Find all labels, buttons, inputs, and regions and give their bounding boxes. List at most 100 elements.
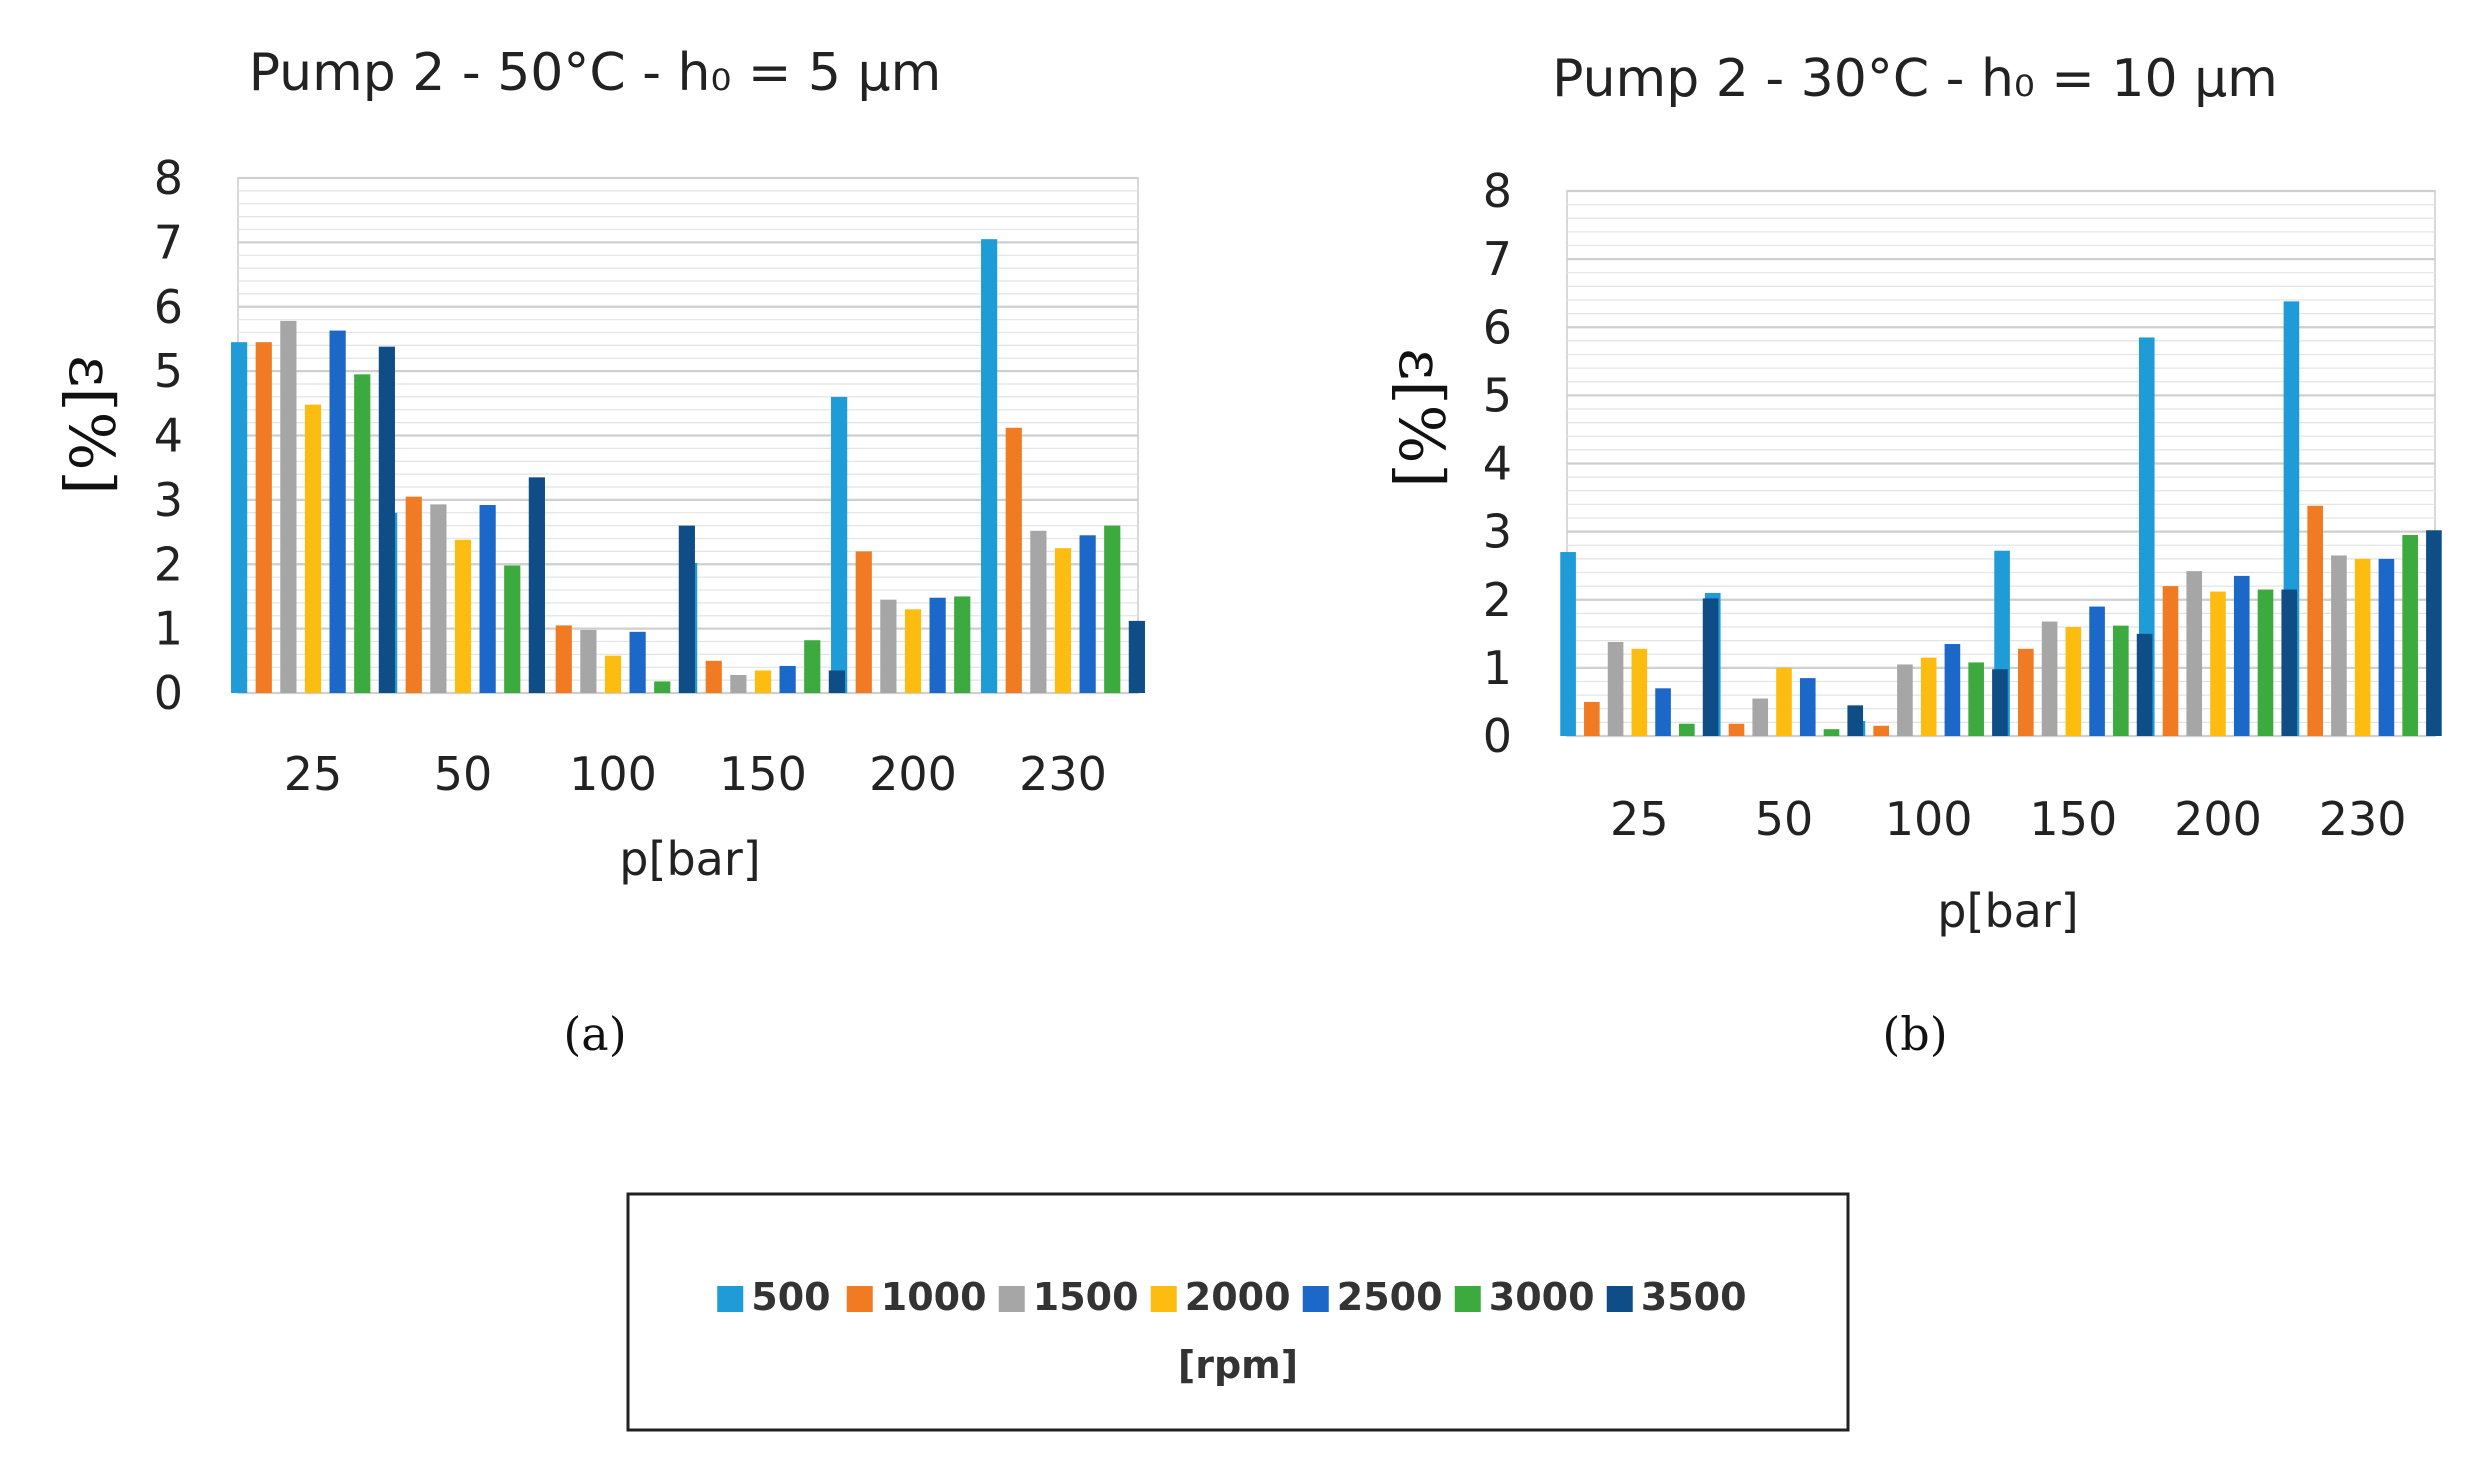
y-tick-label: 4 bbox=[1483, 437, 1512, 491]
legend-swatch-2000 bbox=[1150, 1286, 1177, 1312]
y-tick-label: 3 bbox=[1483, 505, 1512, 559]
bar-500-25 bbox=[231, 342, 248, 693]
bar-2000-230 bbox=[2354, 558, 2371, 736]
bar-500-200 bbox=[831, 396, 848, 693]
panel-b-chart: 0 1 2 3 4 5 6 7 8 25 50 100 150 200 230 Pump 2 - 30°C -… bbox=[1385, 49, 2442, 1061]
bar-1500-50 bbox=[430, 504, 447, 693]
x-tick-label: 25 bbox=[284, 747, 343, 801]
bar-1000-100 bbox=[1873, 725, 1889, 736]
bar-2500-50 bbox=[1799, 678, 1816, 736]
legend-label: 3500 bbox=[1641, 1275, 1747, 1319]
bar-2000-200 bbox=[2210, 591, 2226, 736]
y-tick-label: 3 bbox=[154, 473, 183, 527]
bar-2000-100 bbox=[604, 655, 622, 693]
y-tick-label: 0 bbox=[154, 666, 183, 720]
bar-2000-200 bbox=[904, 609, 922, 693]
bar-3500-100 bbox=[1992, 669, 2008, 736]
bar-2000-230 bbox=[1054, 548, 1072, 693]
legend-label: 2500 bbox=[1337, 1275, 1443, 1319]
legend-label: 3000 bbox=[1489, 1275, 1595, 1319]
bar-1500-200 bbox=[2186, 571, 2203, 736]
y-tick-label: 5 bbox=[1483, 368, 1512, 422]
bar-1000-50 bbox=[405, 496, 422, 693]
bar-1500-230 bbox=[1030, 530, 1047, 693]
y-tick-label: 0 bbox=[1483, 709, 1512, 763]
bar-1000-230 bbox=[2307, 505, 2323, 736]
bar-500-25 bbox=[1560, 552, 1576, 736]
bar-1000-200 bbox=[2162, 586, 2179, 736]
panel-a-chart: 0 1 2 3 4 5 6 7 8 25 50 100 150 200 230 Pump 2 - 50°C -… bbox=[55, 43, 1145, 1061]
bar-3500-150 bbox=[2136, 633, 2153, 736]
y-tick-label: 8 bbox=[154, 151, 183, 205]
legend-label: 2000 bbox=[1185, 1275, 1291, 1319]
bar-2000-50 bbox=[454, 539, 472, 693]
bar-1500-25 bbox=[1607, 641, 1624, 736]
bars bbox=[1560, 301, 2442, 736]
legend: 500 1000 1500 2000 2500 3000 3500 [rpm] bbox=[626, 1192, 1850, 1432]
y-tick-label: 1 bbox=[154, 602, 183, 656]
bar-2500-25 bbox=[1655, 688, 1671, 736]
legend-unit: [rpm] bbox=[1178, 1343, 1298, 1387]
bar-500-230 bbox=[981, 239, 998, 693]
x-tick-label: 50 bbox=[1755, 792, 1814, 846]
x-axis-title: p[bar] bbox=[619, 832, 760, 886]
bar-3500-230 bbox=[1128, 620, 1145, 693]
y-tick-label: 4 bbox=[154, 409, 183, 463]
bar-2000-25 bbox=[1631, 648, 1648, 736]
bar-3000-25 bbox=[354, 374, 371, 693]
legend-label: 1500 bbox=[1033, 1275, 1139, 1319]
bar-2000-25 bbox=[304, 404, 322, 693]
bar-2000-150 bbox=[2065, 627, 2082, 736]
bar-3500-25 bbox=[378, 346, 395, 693]
y-tick-label: 6 bbox=[154, 280, 183, 334]
legend-swatch-3500 bbox=[1606, 1286, 1633, 1312]
y-tick-label: 8 bbox=[1483, 164, 1512, 218]
bar-3000-230 bbox=[1104, 525, 1121, 693]
y-tick-label: 5 bbox=[154, 344, 183, 398]
bar-3000-50 bbox=[1823, 729, 1840, 736]
x-tick-label: 230 bbox=[2319, 792, 2407, 846]
bar-3000-200 bbox=[954, 596, 971, 693]
panel-label: (b) bbox=[1882, 1007, 1947, 1061]
bar-1000-200 bbox=[855, 551, 872, 693]
bar-3500-100 bbox=[678, 525, 695, 693]
y-axis-title: ε[%] bbox=[55, 355, 128, 494]
bar-3500-25 bbox=[1702, 598, 1719, 736]
x-tick-label: 150 bbox=[2029, 792, 2117, 846]
bar-3000-230 bbox=[2402, 535, 2418, 736]
bar-1500-150 bbox=[730, 674, 747, 693]
legend-label: 500 bbox=[751, 1275, 830, 1319]
y-tick-label: 6 bbox=[1483, 300, 1512, 354]
panel-label: (a) bbox=[563, 1007, 626, 1061]
chart-title: Pump 2 - 50°C - h₀ = 5 µm bbox=[249, 43, 942, 103]
bar-1500-230 bbox=[2331, 555, 2347, 736]
bar-1500-50 bbox=[1752, 698, 1769, 736]
legend-swatch-1000 bbox=[846, 1286, 873, 1312]
bar-3500-230 bbox=[2426, 530, 2442, 736]
x-tick-label: 50 bbox=[434, 747, 493, 801]
bar-2500-150 bbox=[2089, 606, 2105, 736]
x-tick-label: 100 bbox=[1885, 792, 1973, 846]
bar-1000-150 bbox=[705, 660, 722, 693]
bar-2000-100 bbox=[1920, 657, 1937, 736]
bar-3500-50 bbox=[1847, 705, 1864, 736]
x-tick-label: 25 bbox=[1610, 792, 1669, 846]
bar-2500-150 bbox=[779, 665, 796, 693]
bar-2500-50 bbox=[479, 505, 496, 693]
bar-3000-25 bbox=[1679, 723, 1695, 736]
bar-1000-100 bbox=[555, 625, 572, 693]
bar-3000-150 bbox=[2113, 625, 2129, 736]
bars bbox=[231, 239, 1145, 693]
x-tick-label: 200 bbox=[869, 747, 957, 801]
legend-swatch-1500 bbox=[998, 1286, 1025, 1312]
bar-2500-25 bbox=[329, 330, 346, 693]
legend-swatch-3000 bbox=[1454, 1286, 1481, 1312]
bar-1500-100 bbox=[580, 629, 597, 693]
bar-1000-150 bbox=[2018, 648, 2034, 736]
bar-2000-50 bbox=[1776, 667, 1792, 736]
bar-3000-50 bbox=[504, 565, 521, 693]
y-tick-label: 2 bbox=[154, 537, 183, 591]
y-tick-label: 7 bbox=[154, 215, 183, 269]
y-tick-label: 7 bbox=[1483, 232, 1512, 286]
bar-3000-100 bbox=[654, 681, 671, 693]
